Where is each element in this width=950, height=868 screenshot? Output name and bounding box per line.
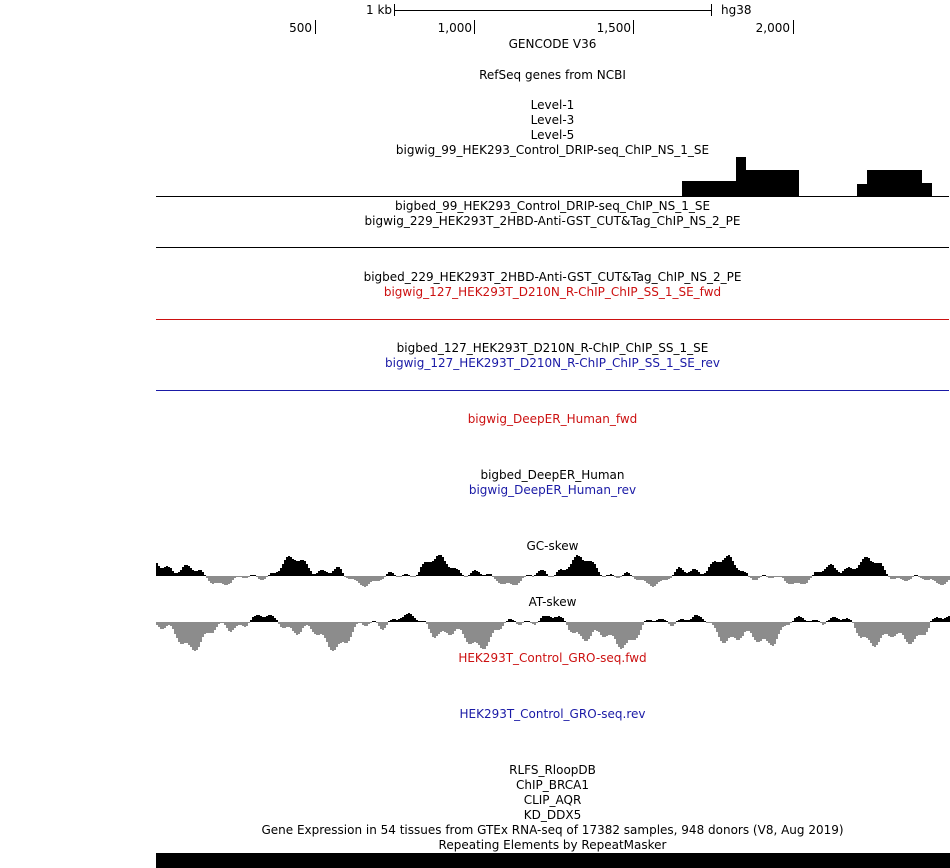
- track-label-gro-fwd[interactable]: HEK293T_Control_GRO-seq.fwd: [458, 651, 647, 665]
- scale-bar: [394, 4, 712, 16]
- track-label-level1[interactable]: Level-1: [530, 98, 575, 112]
- track-label-level5[interactable]: Level-5: [530, 128, 575, 142]
- r-chip-fwd-baseline: [156, 319, 949, 320]
- track-label-r-chip-rev[interactable]: bigwig_127_HEK293T_D210N_R-ChIP_ChIP_SS_…: [385, 356, 720, 370]
- assembly-label: hg38: [721, 3, 752, 17]
- gc-skew-signal: [156, 555, 950, 587]
- track-label-deeper-rev[interactable]: bigwig_DeepER_Human_rev: [468, 483, 637, 497]
- at-skew-signal: [156, 613, 950, 651]
- track-label-gencode[interactable]: GENCODE V36: [508, 37, 597, 51]
- track-label-chip-brca1[interactable]: ChIP_BRCA1: [516, 778, 589, 792]
- track-label-r-chip-bigbed[interactable]: bigbed_127_HEK293T_D210N_R-ChIP_ChIP_SS_…: [396, 341, 709, 355]
- track-label-gro-rev[interactable]: HEK293T_Control_GRO-seq.rev: [459, 707, 646, 721]
- ruler-ticks: [315, 20, 794, 34]
- ruler-tick-label: 1,500: [596, 21, 631, 35]
- ruler-tick-label: 500: [289, 21, 312, 35]
- track-label-r-chip-fwd[interactable]: bigwig_127_HEK293T_D210N_R-ChIP_ChIP_SS_…: [383, 285, 722, 299]
- r-chip-rev-baseline: [156, 390, 949, 391]
- track-label-drip-bigwig[interactable]: bigwig_99_HEK293_Control_DRIP-seq_ChIP_N…: [395, 143, 710, 157]
- scale-bar-label: 1 kb: [366, 3, 393, 17]
- drip-seq-signal: [682, 157, 932, 196]
- track-label-level3[interactable]: Level-3: [530, 113, 575, 127]
- track-label-gtex[interactable]: Gene Expression in 54 tissues from GTEx …: [261, 823, 844, 837]
- cut-tag-baseline: [156, 247, 949, 248]
- track-label-refseq[interactable]: RefSeq genes from NCBI: [479, 68, 626, 82]
- track-label-kd-ddx5[interactable]: KD_DDX5: [523, 808, 582, 822]
- ruler-tick-label: 2,000: [755, 21, 790, 35]
- track-label-rlfs[interactable]: RLFS_RloopDB: [509, 763, 596, 777]
- track-label-deeper-fwd[interactable]: bigwig_DeepER_Human_fwd: [467, 412, 638, 426]
- track-label-clip-aqr[interactable]: CLIP_AQR: [523, 793, 582, 807]
- track-label-repeatmasker[interactable]: Repeating Elements by RepeatMasker: [438, 838, 667, 852]
- track-label-deeper-bigbed[interactable]: bigbed_DeepER_Human: [480, 468, 625, 482]
- track-label-cut-tag-bigbed[interactable]: bigbed_229_HEK293T_2HBD-Anti-GST_CUT&Tag…: [363, 270, 742, 284]
- track-label-drip-bigbed[interactable]: bigbed_99_HEK293_Control_DRIP-seq_ChIP_N…: [394, 199, 711, 213]
- repeatmasker-track: [156, 853, 950, 868]
- ruler-tick-label: 1,000: [437, 21, 472, 35]
- track-label-at-skew[interactable]: AT-skew: [528, 595, 577, 609]
- track-label-gc-skew[interactable]: GC-skew: [526, 539, 579, 553]
- drip-seq-baseline: [156, 196, 949, 197]
- track-label-cut-tag-bigwig[interactable]: bigwig_229_HEK293T_2HBD-Anti-GST_CUT&Tag…: [364, 214, 741, 228]
